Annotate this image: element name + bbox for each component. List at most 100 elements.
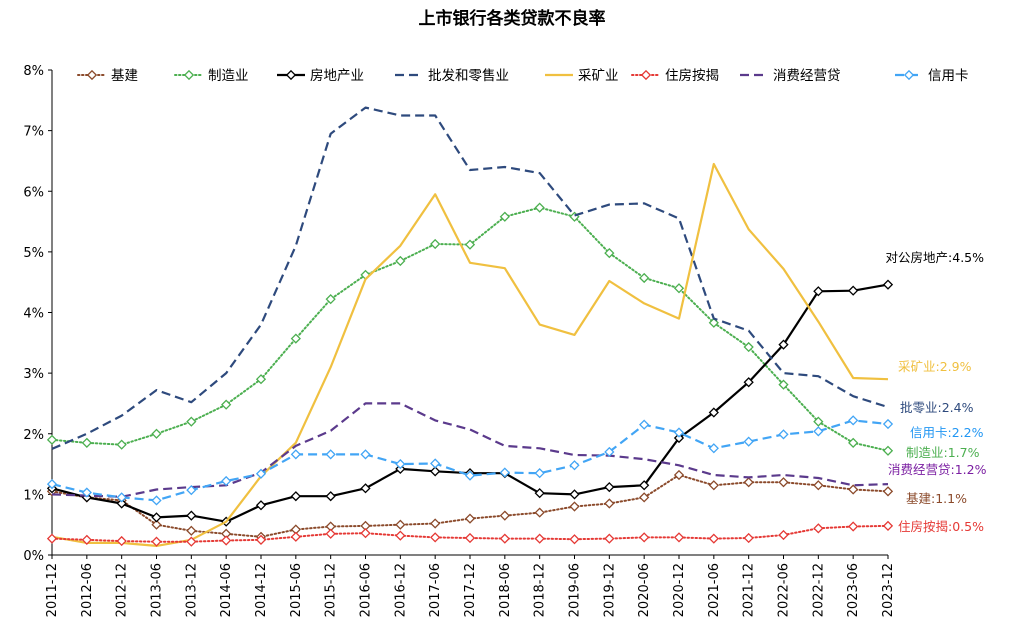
data-point: [395, 519, 406, 530]
data-point: [151, 519, 162, 530]
data-point: [221, 535, 232, 546]
data-point: [151, 536, 162, 547]
x-tick-label: 2016-06: [359, 563, 374, 617]
y-tick-label: 7%: [23, 125, 44, 140]
x-tick-label: 2017-06: [428, 563, 443, 617]
x-tick-label: 2020-06: [637, 563, 652, 617]
data-point: [186, 525, 197, 536]
data-point: [534, 507, 545, 518]
data-point: [151, 428, 162, 439]
x-tick-label: 2019-06: [568, 563, 583, 617]
x-tick-label: 2020-12: [672, 563, 687, 617]
data-point: [255, 374, 267, 385]
data-point: [221, 475, 232, 487]
data-point: [186, 416, 197, 427]
data-point: [499, 467, 510, 478]
data-point: [116, 535, 127, 547]
end-labels: 基建:1.1% 制造业:1.7% 对公房地产:4.5% 批零业:2.4% 采矿业:2.9…: [886, 250, 987, 534]
data-point: [360, 483, 371, 494]
data-point: [813, 426, 824, 437]
end-label-3: 批零业:2.4%: [900, 400, 974, 415]
x-tick-label: 2019-12: [602, 563, 617, 617]
data-point: [673, 469, 685, 481]
legend-label-1: 制造业: [208, 68, 249, 84]
data-point: [604, 247, 615, 259]
data-point: [604, 498, 615, 509]
data-point: [778, 379, 789, 390]
y-tick-label: 8%: [23, 64, 44, 79]
end-label-7: 信用卡:2.2%: [910, 425, 984, 440]
x-tick-label: 2014-12: [254, 563, 269, 617]
series-line-0: [51, 474, 889, 538]
data-point: [639, 492, 650, 503]
x-tick-label: 2013-06: [150, 563, 165, 617]
data-point: [848, 415, 859, 426]
y-tick-label: 3%: [23, 367, 44, 382]
data-point: [743, 436, 754, 447]
legend-marker-7: [903, 69, 915, 81]
data-point: [255, 534, 267, 545]
data-point: [639, 480, 650, 491]
data-point: [325, 528, 336, 539]
data-point: [499, 533, 510, 544]
data-point: [743, 377, 754, 388]
legend-label-6: 消费经营贷: [773, 68, 841, 84]
legend-label-5: 住房按揭: [665, 68, 719, 84]
y-tick-label: 5%: [23, 246, 44, 261]
data-point: [882, 445, 894, 456]
data-point: [813, 286, 824, 297]
data-point: [882, 486, 894, 497]
data-point: [604, 446, 615, 458]
data-point: [81, 437, 92, 448]
x-tick-label: 2018-12: [533, 563, 548, 617]
end-label-6: 消费经营贷:1.2%: [888, 462, 987, 477]
data-point: [325, 449, 336, 460]
x-tick-label: 2011-12: [45, 563, 60, 617]
data-point: [708, 443, 719, 454]
end-label-0: 基建:1.1%: [906, 491, 967, 506]
data-point: [186, 510, 197, 521]
data-point: [395, 458, 406, 470]
x-tick-label: 2023-06: [846, 563, 861, 617]
data-point: [221, 399, 232, 410]
data-point: [673, 432, 685, 444]
y-tick-label: 1%: [23, 488, 44, 503]
data-point: [743, 341, 754, 353]
x-tick-label: 2012-06: [80, 563, 95, 617]
data-point: [534, 533, 545, 544]
data-point: [848, 521, 859, 532]
data-point: [360, 449, 371, 460]
data-point: [639, 419, 650, 430]
x-tick-label: 2017-12: [463, 563, 478, 617]
data-point: [395, 530, 406, 541]
data-point: [639, 272, 650, 284]
data-point: [151, 512, 162, 523]
data-point: [534, 488, 545, 499]
data-point: [81, 534, 92, 545]
data-point: [186, 485, 197, 496]
data-point: [569, 501, 580, 512]
data-point: [46, 533, 58, 544]
data-point: [882, 279, 894, 290]
legend-label-7: 信用卡: [928, 68, 969, 84]
legend-label-3: 批发和零售业: [428, 68, 509, 84]
data-point: [813, 416, 824, 427]
data-point: [813, 480, 824, 491]
data-point: [395, 255, 406, 267]
axes: 0% 1% 2% 3% 4% 5% 6% 7% 8% 2011-12 2012-06 2012-12 2…: [23, 64, 896, 617]
data-point: [848, 437, 859, 448]
x-tick-label: 2023-12: [881, 563, 896, 617]
data-point: [673, 427, 685, 438]
data-point: [360, 528, 371, 539]
data-point: [430, 458, 441, 469]
x-tick-label: 2022-12: [811, 563, 826, 617]
data-point: [325, 294, 336, 305]
chart-title: 上市银行各类贷款不良率: [419, 8, 606, 29]
data-point: [534, 468, 545, 479]
data-point: [499, 211, 510, 222]
data-point: [255, 500, 267, 511]
data-point: [186, 536, 197, 547]
data-point: [116, 492, 127, 503]
data-point: [604, 533, 615, 544]
